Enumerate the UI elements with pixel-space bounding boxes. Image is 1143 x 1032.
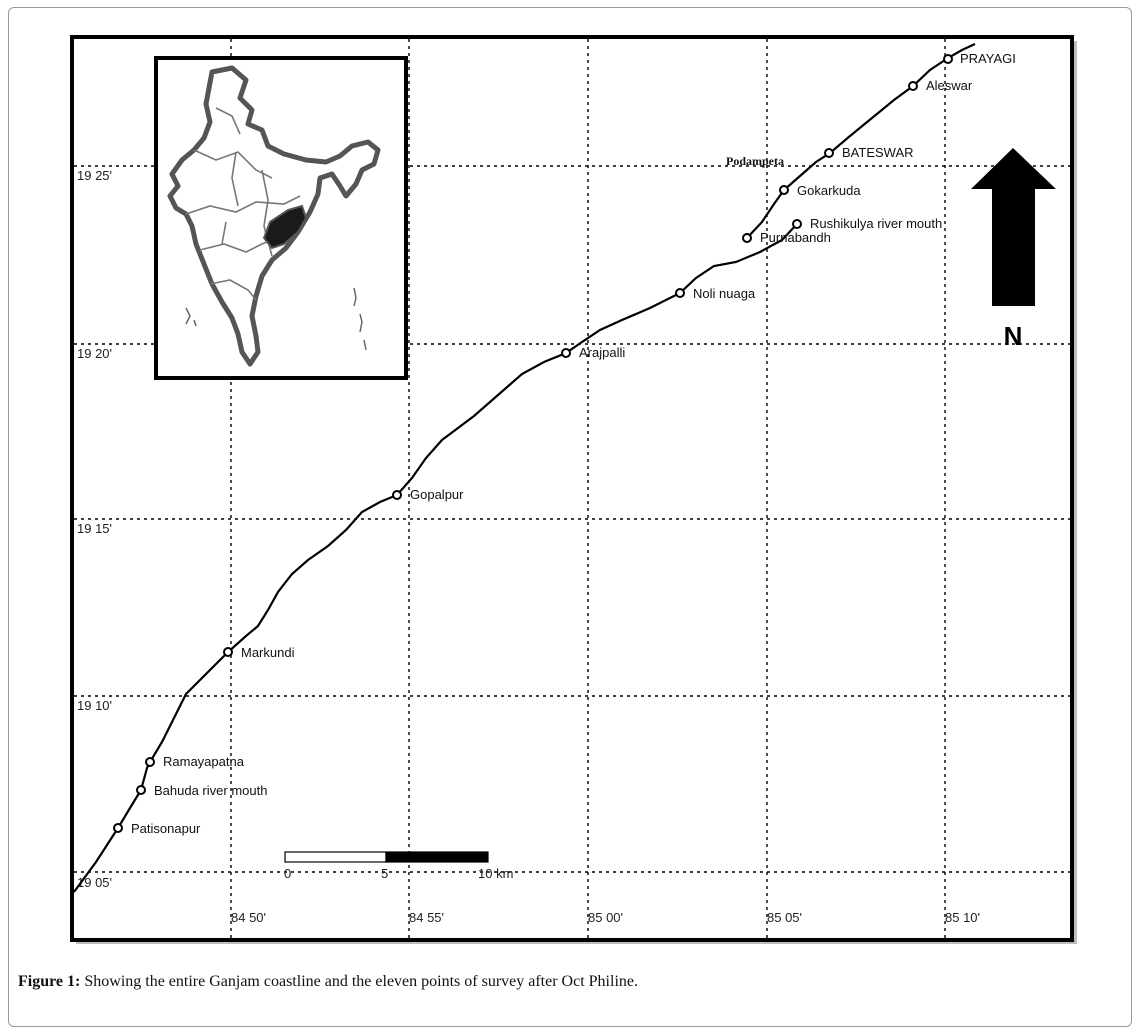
- lon-label: 85 10': [945, 910, 980, 925]
- caption-prefix: Figure 1:: [18, 973, 81, 990]
- survey-point-label: BATESWAR: [842, 145, 914, 160]
- survey-point: [145, 757, 155, 767]
- lat-label: 19 15': [77, 521, 112, 536]
- scale-bar-black-segment: [385, 851, 489, 863]
- survey-point: [136, 785, 146, 795]
- longitude-labels: 84 50' 84 55' 85 00' 85 05' 85 10': [231, 910, 980, 925]
- lon-label: 84 50': [231, 910, 266, 925]
- lat-label: 19 10': [77, 698, 112, 713]
- scale-bar: 0 5 10 km: [284, 851, 513, 881]
- map-figure: 19 25' 19 20' 19 15' 19 10' 19 05' 84 50…: [70, 35, 1077, 944]
- india-state-borders: [185, 107, 301, 301]
- survey-point-label: Rushikulya river mouth: [810, 216, 942, 231]
- survey-point-label: Markundi: [241, 645, 295, 660]
- lat-label: 19 25': [77, 168, 112, 183]
- caption-text: Showing the entire Ganjam coastline and …: [80, 973, 638, 990]
- survey-point: [943, 54, 953, 64]
- survey-point-label: Gokarkuda: [797, 183, 861, 198]
- survey-point-label: Arajpalli: [579, 345, 625, 360]
- survey-point: [742, 233, 752, 243]
- survey-point: [908, 81, 918, 91]
- figure-caption: Figure 1: Showing the entire Ganjam coas…: [18, 973, 1118, 991]
- survey-point: [675, 288, 685, 298]
- scale-bar-label: 10 km: [478, 866, 513, 881]
- survey-point-labels: PRAYAGI Aleswar BATESWAR Gokarkuda Rushi…: [131, 51, 1016, 836]
- lon-label: 84 55': [409, 910, 444, 925]
- lon-label: 85 05': [767, 910, 802, 925]
- survey-point-label: Purnabandh: [760, 230, 831, 245]
- north-label: N: [1004, 321, 1023, 351]
- survey-point-label: Ramayapatna: [163, 754, 245, 769]
- latitude-labels: 19 25' 19 20' 19 15' 19 10' 19 05': [77, 168, 112, 890]
- india-inset: [154, 56, 408, 380]
- survey-point: [223, 647, 233, 657]
- survey-point-label: Patisonapur: [131, 821, 201, 836]
- scale-bar-white-segment: [284, 851, 387, 863]
- survey-point: [392, 490, 402, 500]
- island-groups: [185, 287, 367, 351]
- map-grid: [74, 39, 1070, 938]
- coastline: [73, 223, 798, 893]
- scale-bar-label: 0: [284, 866, 291, 881]
- figure-frame: [8, 7, 1132, 1027]
- lon-label: 85 00': [588, 910, 623, 925]
- survey-point-label: Noli nuaga: [693, 286, 756, 301]
- coastline-north: [746, 43, 976, 239]
- survey-point: [824, 148, 834, 158]
- podampeta-label: Podampeta: [726, 154, 784, 168]
- lat-label: 19 05': [77, 875, 112, 890]
- survey-point: [113, 823, 123, 833]
- survey-point-label: Aleswar: [926, 78, 973, 93]
- survey-point: [779, 185, 789, 195]
- survey-point-label: Bahuda river mouth: [154, 783, 267, 798]
- survey-point-label: PRAYAGI: [960, 51, 1016, 66]
- survey-point: [561, 348, 571, 358]
- scale-bar-label: 5: [381, 866, 388, 881]
- lat-label: 19 20': [77, 346, 112, 361]
- survey-point-markers: [113, 54, 953, 833]
- survey-point: [792, 219, 802, 229]
- odisha-highlight: [262, 204, 308, 250]
- survey-point-label: Gopalpur: [410, 487, 464, 502]
- india-outline: [167, 65, 381, 367]
- north-arrow: N: [971, 148, 1056, 351]
